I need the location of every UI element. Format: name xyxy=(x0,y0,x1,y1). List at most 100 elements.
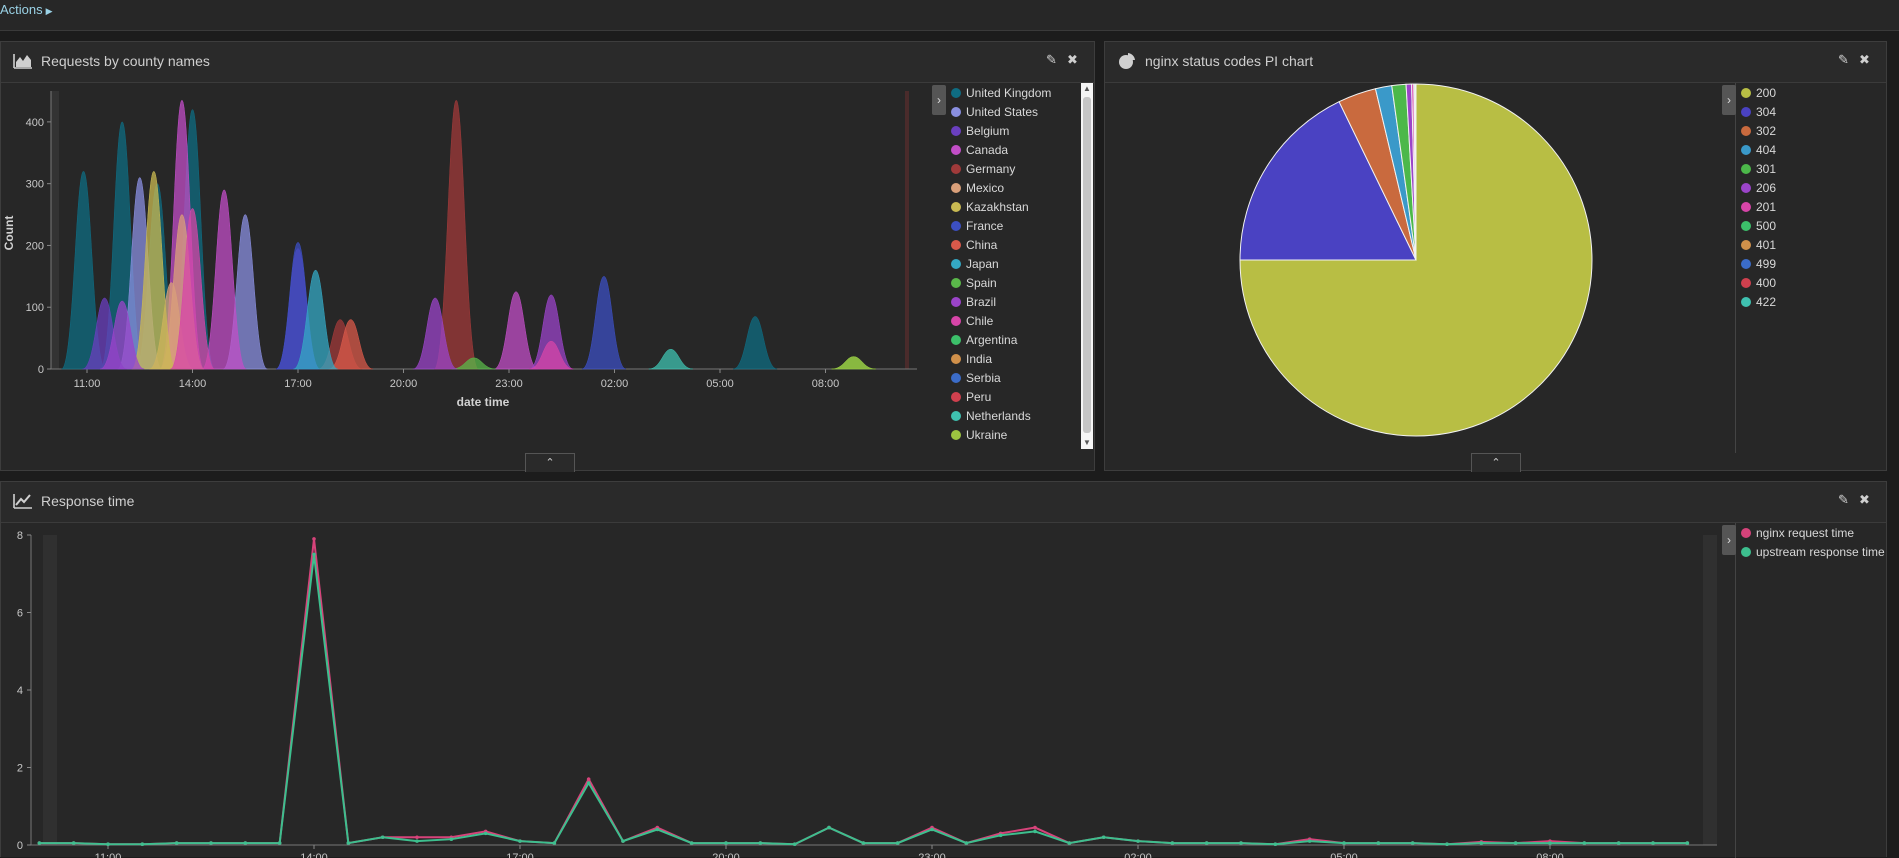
legend-label: Brazil xyxy=(966,295,996,309)
caret-right-icon: ▶ xyxy=(46,6,53,16)
legend-item[interactable]: Kazakhstan xyxy=(951,198,1079,217)
legend-swatch xyxy=(951,373,961,383)
legend-item[interactable]: United Kingdom xyxy=(951,84,1079,103)
legend-item[interactable]: Peru xyxy=(951,388,1079,407)
data-point xyxy=(793,842,797,846)
legend-item[interactable]: 301 xyxy=(1741,160,1881,179)
data-point xyxy=(690,841,694,845)
legend-item[interactable]: 500 xyxy=(1741,217,1881,236)
legend-item[interactable]: Mexico xyxy=(951,179,1079,198)
legend-item[interactable]: Germany xyxy=(951,160,1079,179)
legend-item[interactable]: Spain xyxy=(951,274,1079,293)
y-tick-label: 4 xyxy=(17,685,23,697)
legend-item[interactable]: 304 xyxy=(1741,103,1881,122)
legend-item[interactable]: Ukraine xyxy=(951,426,1079,445)
scroll-thumb[interactable] xyxy=(1083,97,1091,433)
collapse-panel-button[interactable]: ⌃ xyxy=(525,453,575,472)
legend-label: Japan xyxy=(966,257,999,271)
legend-label: 200 xyxy=(1756,86,1776,100)
data-point xyxy=(1274,842,1278,846)
legend-item[interactable]: 201 xyxy=(1741,198,1881,217)
legend-item[interactable]: Japan xyxy=(951,255,1079,274)
legend-item[interactable]: nginx request time xyxy=(1741,524,1886,543)
panel-header: Requests by county names ✎ ✖ xyxy=(1,42,1094,83)
data-point xyxy=(930,828,934,832)
edit-pencil-icon[interactable]: ✎ xyxy=(1046,52,1057,68)
legend-item[interactable]: United States xyxy=(951,103,1079,122)
close-icon[interactable]: ✖ xyxy=(1859,52,1870,68)
legend-item[interactable]: 499 xyxy=(1741,255,1881,274)
legend-item[interactable]: Belgium xyxy=(951,122,1079,141)
y-tick-label: 200 xyxy=(26,240,44,252)
data-point xyxy=(621,839,625,843)
edit-pencil-icon[interactable]: ✎ xyxy=(1838,52,1849,68)
area-peak xyxy=(649,349,693,369)
legend-swatch xyxy=(1741,145,1751,155)
legend-label: Canada xyxy=(966,143,1008,157)
data-point xyxy=(827,826,831,830)
legend-toggle-button[interactable]: › xyxy=(1722,85,1736,115)
scroll-down-icon[interactable]: ▼ xyxy=(1081,437,1093,449)
legend-swatch xyxy=(951,202,961,212)
legend-scrollbar[interactable]: ▲ ▼ xyxy=(1081,83,1093,449)
legend-label: 201 xyxy=(1756,200,1776,214)
legend-item[interactable]: Canada xyxy=(951,141,1079,160)
collapse-panel-button[interactable]: ⌃ xyxy=(1471,453,1521,472)
legend-label: 206 xyxy=(1756,181,1776,195)
data-point xyxy=(1548,841,1552,845)
actions-menu[interactable]: Actions▶ xyxy=(0,2,53,17)
legend-swatch xyxy=(951,107,961,117)
data-point xyxy=(1033,830,1037,834)
legend-swatch xyxy=(1741,164,1751,174)
data-point xyxy=(1411,841,1415,845)
area-peak xyxy=(832,357,876,369)
legend-swatch xyxy=(951,88,961,98)
legend-item[interactable]: Argentina xyxy=(951,331,1079,350)
legend-label: Netherlands xyxy=(966,409,1031,423)
legend-item[interactable]: India xyxy=(951,350,1079,369)
legend-item[interactable]: 200 xyxy=(1741,84,1881,103)
close-icon[interactable]: ✖ xyxy=(1859,492,1870,508)
legend-label: 404 xyxy=(1756,143,1776,157)
x-tick-label: 17:00 xyxy=(284,378,312,390)
legend-toggle-button[interactable]: › xyxy=(932,85,946,115)
legend-item[interactable]: Netherlands xyxy=(951,407,1079,426)
legend-label: 400 xyxy=(1756,276,1776,290)
legend-item[interactable]: 206 xyxy=(1741,179,1881,198)
legend-item[interactable]: 422 xyxy=(1741,293,1881,312)
legend-item[interactable]: 401 xyxy=(1741,236,1881,255)
x-tick-label: 02:00 xyxy=(601,378,629,390)
x-tick-label: 14:00 xyxy=(300,852,328,858)
legend-item[interactable]: Chile xyxy=(951,312,1079,331)
legend-toggle-button[interactable]: › xyxy=(1722,525,1736,555)
y-tick-label: 6 xyxy=(17,608,23,620)
x-tick-label: 05:00 xyxy=(706,378,734,390)
legend-item[interactable]: Brazil xyxy=(951,293,1079,312)
data-point xyxy=(141,842,145,846)
data-point xyxy=(587,777,591,781)
scroll-up-icon[interactable]: ▲ xyxy=(1081,83,1093,95)
legend-swatch xyxy=(951,164,961,174)
legend-item[interactable]: 400 xyxy=(1741,274,1881,293)
legend-item[interactable]: upstream response time xyxy=(1741,543,1886,562)
legend-swatch xyxy=(1741,88,1751,98)
legend-item[interactable]: France xyxy=(951,217,1079,236)
edit-pencil-icon[interactable]: ✎ xyxy=(1838,492,1849,508)
legend-item[interactable]: 404 xyxy=(1741,141,1881,160)
data-point xyxy=(450,837,454,841)
legend-label: Kazakhstan xyxy=(966,200,1029,214)
legend-item[interactable]: Serbia xyxy=(951,369,1079,388)
x-tick-label: 11:00 xyxy=(74,378,101,390)
data-point xyxy=(415,839,419,843)
close-icon[interactable]: ✖ xyxy=(1067,52,1078,68)
legend-item[interactable]: 302 xyxy=(1741,122,1881,141)
legend-swatch xyxy=(951,240,961,250)
series-line xyxy=(39,539,1687,844)
legend-item[interactable]: China xyxy=(951,236,1079,255)
